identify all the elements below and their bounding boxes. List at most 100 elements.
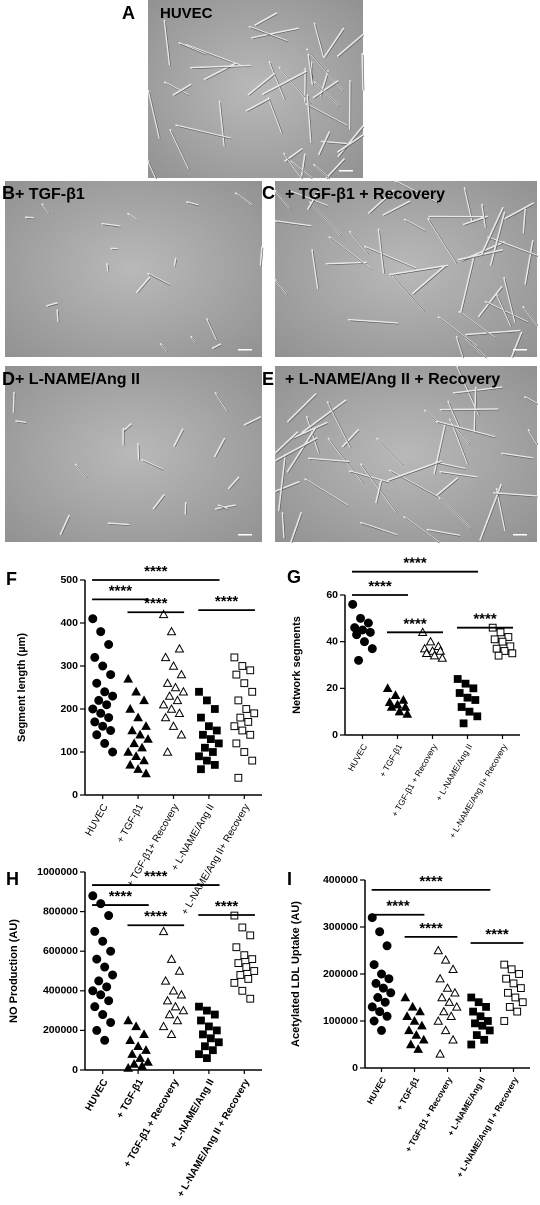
data-point [134,1042,142,1049]
data-point [239,727,246,734]
data-point [91,653,99,661]
data-point [472,1020,479,1027]
data-point [198,714,205,721]
y-axis-label: Segment length (µm) [16,633,28,742]
data-point [97,709,105,717]
data-point [204,1007,211,1014]
data-point [434,947,442,954]
data-point [239,987,246,994]
data-point [405,1026,413,1033]
data-point [160,1022,168,1029]
data-point [97,991,105,999]
data-point [249,757,256,764]
data-point [436,975,444,982]
data-point [202,744,209,751]
y-tick-label: 800000 [43,905,78,917]
data-point [177,991,185,998]
panel-caption: + TGF-β1 + Recovery [285,186,445,203]
data-point [215,740,222,747]
data-point [379,984,387,992]
y-axis-label: NO Production (AU) [8,919,20,1023]
data-point [99,937,107,945]
data-point [126,1036,134,1043]
scale-bar [513,349,527,351]
data-point [481,1036,488,1043]
panel-letter: D [2,369,15,389]
data-point [164,997,172,1004]
data-point [235,960,242,967]
panel-caption: + L-NAME/Ang II [15,371,140,388]
panel-letter: E [262,369,274,389]
data-point [468,1041,475,1048]
data-point [168,628,176,635]
data-point [235,774,242,781]
data-point [239,924,246,931]
data-point [200,1031,207,1038]
data-point [160,701,168,708]
data-point [249,688,256,695]
data-point [383,1012,391,1020]
data-point [438,654,446,661]
data-point [516,971,523,978]
x-tick-label: HUVEC [84,802,111,838]
data-point [166,692,174,699]
data-point [138,744,146,751]
micrograph-panel: D+ L-NAME/Ang II [2,366,262,542]
data-point [374,994,382,1002]
y-tick-label: 0 [72,789,78,801]
data-point [241,952,248,959]
data-point [355,656,363,664]
data-point [93,679,101,687]
data-point [501,1018,508,1025]
data-point [91,927,99,935]
micrograph [5,366,262,542]
data-point [470,685,477,692]
data-point [198,766,205,773]
significance-label: **** [419,873,443,890]
data-point [376,1008,384,1016]
data-point [472,697,479,704]
data-point [409,1003,417,1010]
data-point [241,749,248,756]
data-point [360,638,368,646]
significance-label: **** [473,611,497,628]
data-point [170,722,178,729]
data-point [462,680,469,687]
data-point [105,912,113,920]
data-point [140,1030,148,1037]
micrograph-panel: C+ TGF-β1 + Recovery [262,181,538,358]
data-point [231,979,238,986]
data-point [170,987,178,994]
data-point [134,765,142,772]
y-tick-label: 100 [60,746,78,758]
data-point [368,1003,376,1011]
data-point [105,641,113,649]
cell-strand [175,259,176,266]
data-point [514,1008,521,1015]
data-point [442,1026,450,1033]
data-point [202,1043,209,1050]
data-point [93,731,101,739]
data-point [204,1055,211,1062]
data-point [249,956,256,963]
micrograph [275,366,537,542]
data-point [109,971,117,979]
data-point [128,1050,136,1057]
data-point [245,976,252,983]
data-point [366,628,374,636]
data-point [206,723,213,730]
data-point [486,1027,493,1034]
data-point [160,927,168,934]
data-point [454,676,461,683]
micrograph-panel: B+ TGF-β1 [2,181,263,357]
data-point [414,1045,422,1052]
data-point [140,696,148,703]
data-point [475,999,482,1006]
x-tick-label: + L-NAME/Ang II + Recovery [175,1077,252,1199]
x-tick-label: HUVEC [365,1075,389,1106]
data-point [247,995,254,1002]
y-tick-label: 300000 [323,921,358,933]
data-point [171,1003,179,1010]
